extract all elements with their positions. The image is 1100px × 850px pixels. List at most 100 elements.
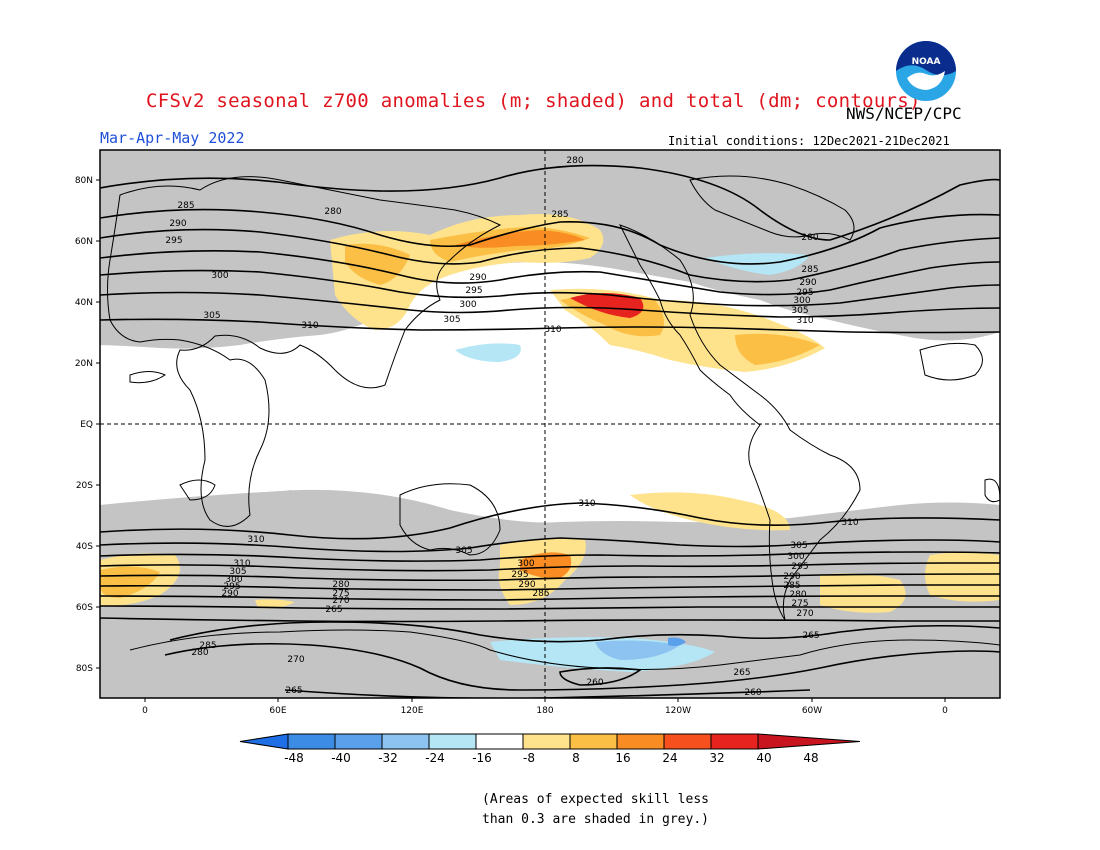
svg-text:290: 290 bbox=[469, 273, 486, 283]
svg-text:295: 295 bbox=[791, 562, 808, 572]
svg-text:285: 285 bbox=[801, 265, 818, 275]
lon-label: 180 bbox=[536, 706, 553, 716]
svg-text:280: 280 bbox=[191, 648, 208, 658]
svg-text:300: 300 bbox=[517, 559, 534, 569]
svg-text:265: 265 bbox=[325, 605, 342, 615]
svg-text:260: 260 bbox=[744, 688, 761, 698]
svg-text:265: 265 bbox=[733, 668, 750, 678]
colorbar-swatch bbox=[710, 733, 759, 750]
map-panel: 280 285 290 295 300 305 310 280 285 290 … bbox=[100, 150, 1000, 698]
lat-label: 20S bbox=[76, 481, 93, 491]
svg-text:290: 290 bbox=[783, 572, 800, 582]
colorbar-label: -40 bbox=[331, 751, 351, 765]
svg-text:305: 305 bbox=[791, 306, 808, 316]
svg-text:285: 285 bbox=[551, 210, 568, 220]
lon-label: 60W bbox=[802, 706, 822, 716]
lon-label: 120W bbox=[665, 706, 691, 716]
lon-label: 0 bbox=[942, 706, 948, 716]
colorbar-label: -32 bbox=[378, 751, 398, 765]
svg-text:295: 295 bbox=[165, 236, 182, 246]
lat-label: 80S bbox=[76, 664, 93, 674]
svg-text:310: 310 bbox=[796, 316, 813, 326]
height-contours bbox=[100, 164, 1000, 698]
lon-label: 0 bbox=[142, 706, 148, 716]
colorbar-label: 40 bbox=[756, 751, 771, 765]
svg-text:310: 310 bbox=[247, 535, 264, 545]
svg-text:NOAA: NOAA bbox=[912, 57, 941, 67]
svg-text:300: 300 bbox=[225, 575, 242, 585]
initial-conditions-label: Initial conditions: 12Dec2021-21Dec2021 bbox=[668, 134, 950, 148]
colorbar-swatch bbox=[522, 733, 571, 750]
svg-text:280: 280 bbox=[324, 207, 341, 217]
noaa-logo: NOAA bbox=[896, 41, 956, 101]
grid-lines bbox=[100, 150, 1000, 698]
svg-text:295: 295 bbox=[511, 570, 528, 580]
svg-text:285: 285 bbox=[783, 581, 800, 591]
svg-text:295: 295 bbox=[223, 582, 240, 592]
svg-text:285: 285 bbox=[532, 589, 549, 599]
svg-text:280: 280 bbox=[801, 233, 818, 243]
svg-text:290: 290 bbox=[799, 278, 816, 288]
svg-text:280: 280 bbox=[789, 590, 806, 600]
svg-text:305: 305 bbox=[229, 567, 246, 577]
lat-label: 80N bbox=[75, 176, 93, 186]
svg-text:310: 310 bbox=[841, 518, 858, 528]
colorbar-extend-low bbox=[239, 733, 289, 750]
svg-text:300: 300 bbox=[211, 271, 228, 281]
svg-text:300: 300 bbox=[793, 296, 810, 306]
colorbar-swatch bbox=[287, 733, 336, 750]
negative-anomaly-shading bbox=[455, 253, 810, 672]
svg-text:270: 270 bbox=[796, 609, 813, 619]
lat-label: 40S bbox=[76, 542, 93, 552]
colorbar-label: 8 bbox=[572, 751, 580, 765]
colorbar-extend-high bbox=[757, 733, 861, 750]
lat-label: 40N bbox=[75, 298, 93, 308]
svg-text:265: 265 bbox=[285, 686, 302, 696]
svg-text:310: 310 bbox=[301, 321, 318, 331]
svg-text:310: 310 bbox=[233, 559, 250, 569]
svg-text:295: 295 bbox=[796, 288, 813, 298]
colorbar-label: -48 bbox=[284, 751, 304, 765]
svg-text:300: 300 bbox=[787, 552, 804, 562]
svg-text:290: 290 bbox=[518, 580, 535, 590]
svg-text:305: 305 bbox=[443, 315, 460, 325]
footnote-line-2: than 0.3 are shaded in grey.) bbox=[482, 812, 709, 827]
svg-text:305: 305 bbox=[455, 546, 472, 556]
svg-text:305: 305 bbox=[790, 541, 807, 551]
lat-label: 60N bbox=[75, 237, 93, 247]
svg-text:270: 270 bbox=[287, 655, 304, 665]
colorbar-swatch bbox=[334, 733, 383, 750]
svg-text:280: 280 bbox=[332, 580, 349, 590]
lat-label: EQ bbox=[80, 420, 93, 430]
colorbar-swatch bbox=[616, 733, 665, 750]
svg-text:290: 290 bbox=[169, 219, 186, 229]
lat-label: 20N bbox=[75, 359, 93, 369]
lon-label: 120E bbox=[401, 706, 424, 716]
colorbar-label: -8 bbox=[523, 751, 535, 765]
lat-label: 60S bbox=[76, 603, 93, 613]
colorbar-label: 24 bbox=[662, 751, 677, 765]
svg-text:265: 265 bbox=[802, 631, 819, 641]
org-label: NWS/NCEP/CPC bbox=[846, 104, 962, 123]
colorbar-label: -16 bbox=[472, 751, 492, 765]
colorbar-swatch bbox=[569, 733, 618, 750]
footnote-line-1: (Areas of expected skill less bbox=[482, 792, 709, 807]
svg-text:275: 275 bbox=[791, 599, 808, 609]
colorbar-label: 16 bbox=[615, 751, 630, 765]
season-label: Mar-Apr-May 2022 bbox=[100, 129, 245, 147]
svg-text:310: 310 bbox=[544, 325, 561, 335]
svg-text:280: 280 bbox=[566, 156, 583, 166]
svg-text:260: 260 bbox=[586, 678, 603, 688]
svg-text:270: 270 bbox=[332, 596, 349, 606]
lon-label: 60E bbox=[269, 706, 286, 716]
colorbar: -48 -40 -32 -24 -16 -8 8 16 24 32 40 48 bbox=[239, 733, 861, 765]
svg-text:310: 310 bbox=[578, 499, 595, 509]
svg-text:305: 305 bbox=[203, 311, 220, 321]
colorbar-label: 48 bbox=[803, 751, 818, 765]
colorbar-swatch bbox=[428, 733, 477, 750]
contour-labels: 280 285 290 295 300 305 310 280 285 290 … bbox=[165, 156, 858, 698]
colorbar-swatch bbox=[475, 733, 524, 750]
latitude-labels: 80N 60N 40N 20N EQ 20S 40S 60S 80S bbox=[75, 176, 93, 674]
longitude-labels: 0 60E 120E 180 120W 60W 0 bbox=[142, 706, 948, 716]
